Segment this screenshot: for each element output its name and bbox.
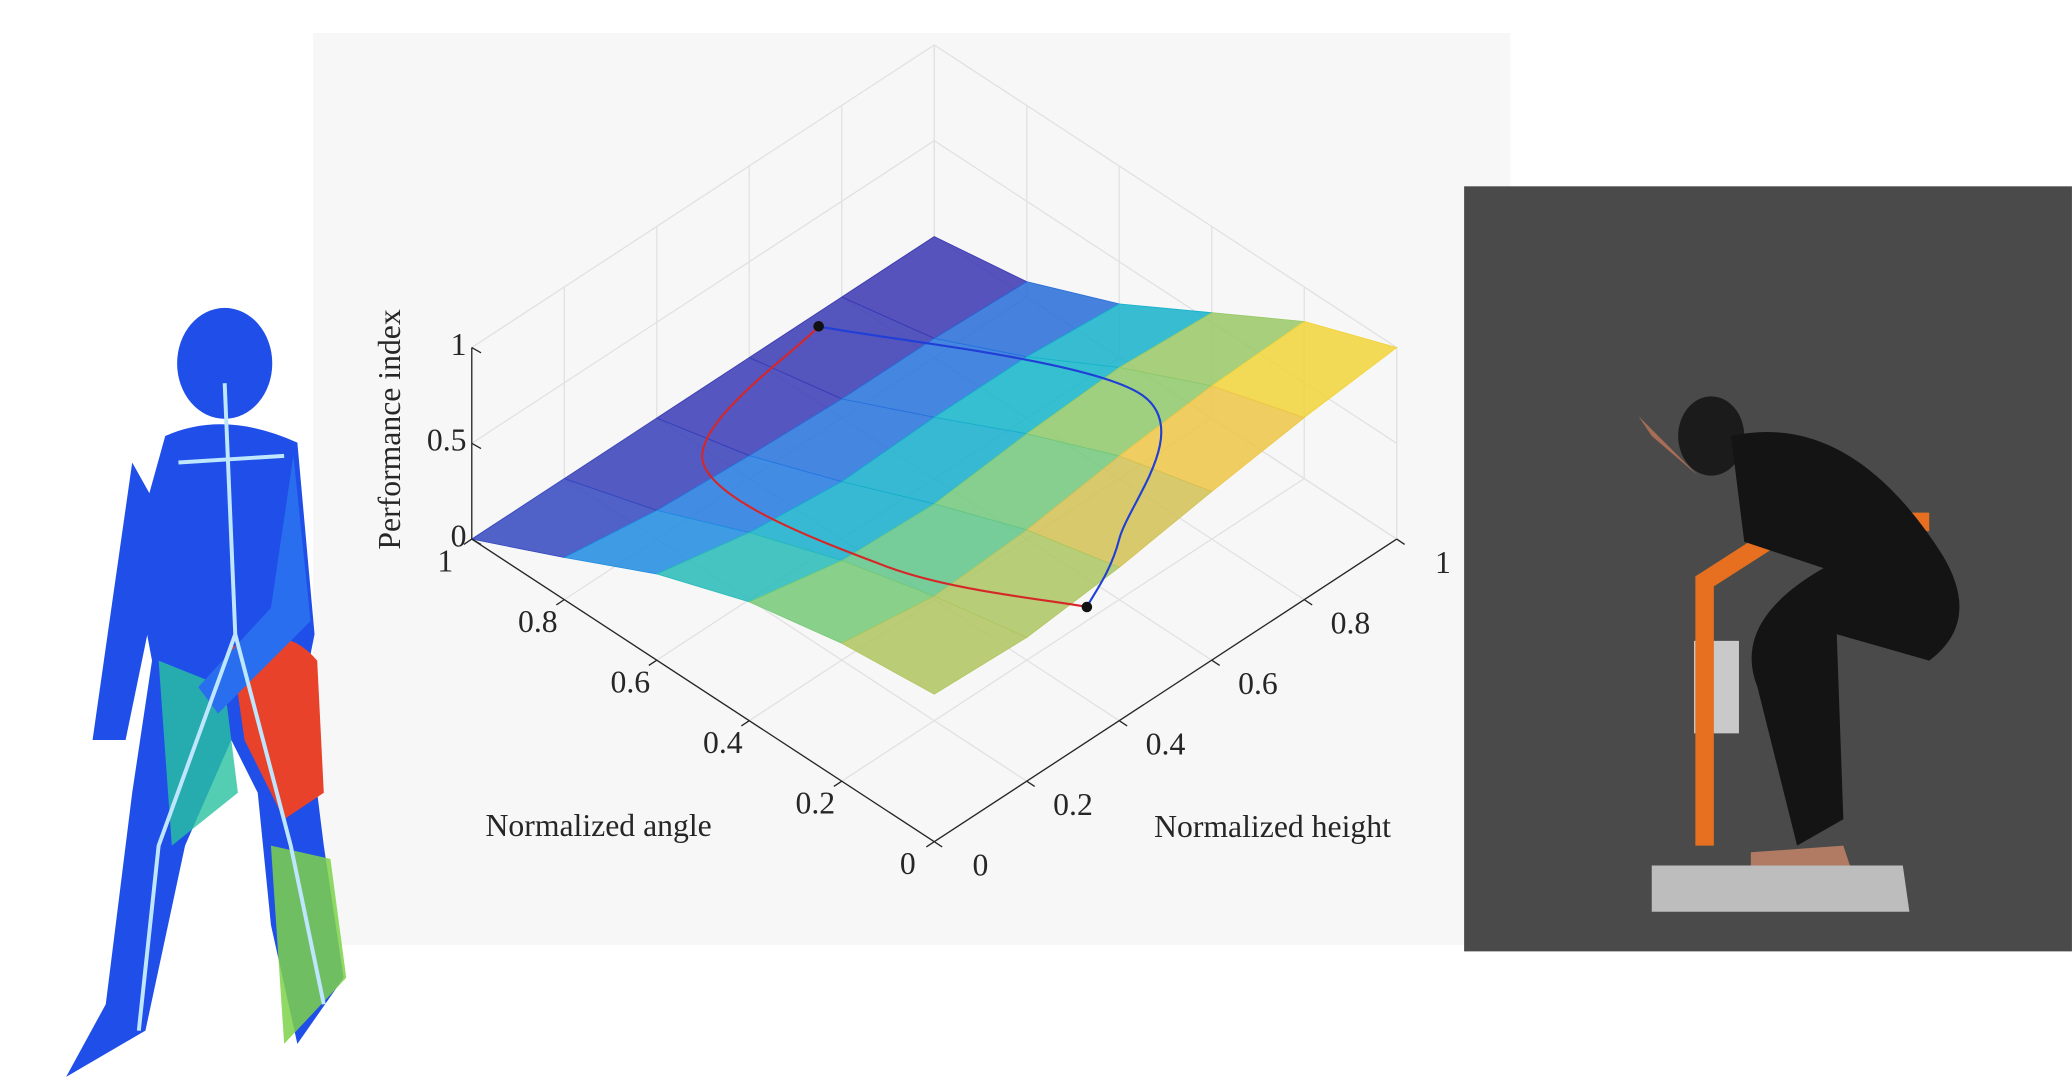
grid-line	[471, 44, 935, 349]
y-tick	[1211, 659, 1221, 666]
z-tick	[471, 538, 482, 545]
y-tick	[1303, 599, 1313, 606]
point	[813, 321, 824, 332]
x-tick	[463, 538, 473, 545]
grid-line	[841, 478, 1305, 782]
arm	[198, 455, 311, 714]
x-tick	[555, 599, 565, 606]
x-tick	[740, 720, 750, 727]
grid-line	[933, 44, 1398, 349]
z-tick	[471, 442, 482, 450]
render-background	[1464, 186, 2072, 952]
y-tick	[1396, 538, 1406, 545]
y-tick	[1118, 720, 1128, 727]
y-tick-label: 0.8	[1331, 605, 1371, 640]
y-tick-label: 0.4	[1146, 726, 1186, 761]
z-tick-label: 0	[451, 518, 467, 553]
feet	[1750, 845, 1850, 866]
hot-zone	[231, 636, 324, 820]
y-axis-label: Normalized height	[1154, 809, 1391, 844]
grid-line	[471, 140, 935, 444]
y-tick	[1026, 780, 1036, 788]
arm	[92, 462, 170, 740]
curve	[818, 325, 1163, 608]
y-axis	[933, 538, 1398, 843]
y-tick-label: 0.2	[1053, 787, 1093, 822]
y-tick	[933, 841, 943, 848]
x-tick-label: 0.2	[796, 786, 836, 821]
z-axis-label: Performance index	[372, 309, 407, 549]
surface-patch	[840, 595, 1028, 695]
head	[177, 307, 273, 419]
y-tick-label: 0	[973, 847, 989, 882]
head	[1678, 396, 1745, 476]
warm-zone	[270, 845, 347, 1044]
y-tick-label: 1	[1435, 545, 1451, 580]
curve	[701, 325, 1088, 609]
human-model	[66, 307, 347, 1077]
skeleton	[136, 383, 326, 1031]
platform	[1651, 865, 1910, 912]
x-tick-label: 0	[900, 846, 916, 881]
x-axis-label: Normalized angle	[486, 808, 712, 843]
hands	[1638, 416, 1698, 476]
x-tick-label: 0.6	[611, 665, 651, 700]
x-tick	[833, 780, 843, 788]
x-tick-label: 0.8	[518, 604, 558, 639]
y-tick-label: 0.6	[1238, 666, 1278, 701]
x-axis	[471, 538, 935, 843]
x-tick-label: 0.4	[703, 725, 743, 760]
x-tick	[925, 841, 935, 848]
person	[1731, 431, 1960, 846]
x-tick-label: 1	[437, 543, 453, 578]
device-render	[1464, 186, 2072, 952]
point	[1081, 601, 1093, 613]
z-tick-label: 0.5	[427, 423, 467, 458]
z-tick	[471, 346, 482, 354]
x-tick	[648, 659, 658, 666]
z-tick-label: 1	[451, 327, 467, 362]
